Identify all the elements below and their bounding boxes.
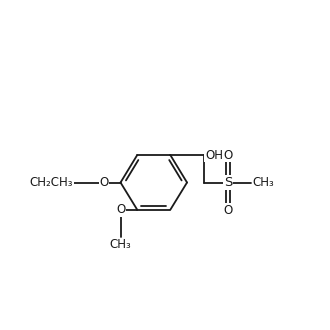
Text: OEt: OEt: [51, 176, 73, 189]
Text: CH₂CH₃: CH₂CH₃: [29, 176, 73, 189]
Text: OH: OH: [205, 148, 223, 162]
Text: CH₃: CH₃: [110, 238, 131, 251]
Text: O: O: [223, 148, 233, 162]
Text: O: O: [99, 176, 109, 189]
Text: CH₃: CH₃: [252, 176, 274, 189]
Text: O: O: [116, 203, 125, 216]
Text: O: O: [223, 204, 233, 216]
Text: S: S: [224, 176, 232, 189]
